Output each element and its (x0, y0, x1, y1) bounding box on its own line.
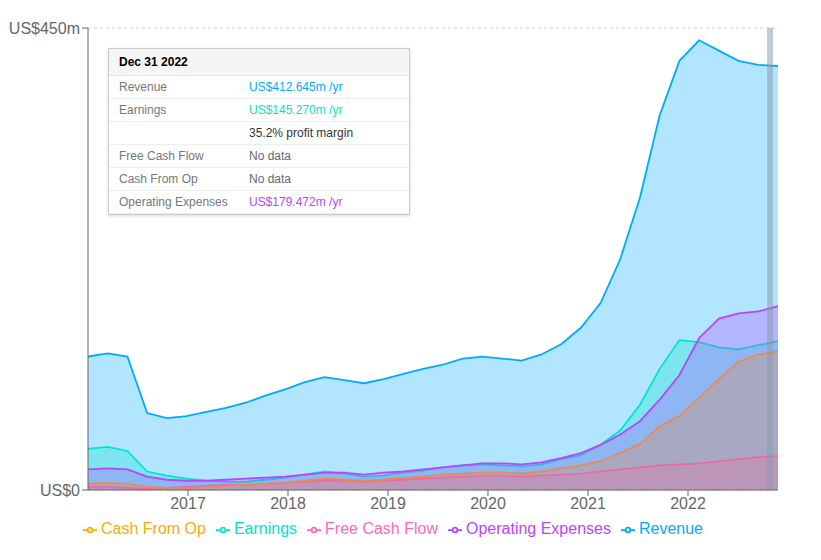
html-text:Dec 31 2022: Dec 31 2022 (119, 55, 188, 69)
svg-text:2022: 2022 (670, 495, 706, 512)
html-text:Earnings: Earnings (233, 520, 298, 537)
svg-text:US$0: US$0 (40, 482, 80, 499)
svg-text:US$450m: US$450m (9, 20, 80, 37)
html-text:Revenue: Revenue (639, 520, 703, 537)
html-text:Operating Expenses: Operating Expenses (119, 195, 228, 209)
svg-text:2021: 2021 (570, 495, 606, 512)
svg-text:2017: 2017 (170, 495, 206, 512)
html-text:Revenue: Revenue (119, 80, 167, 94)
html-text:US$145.270m /yr: US$145.270m /yr (249, 103, 343, 117)
html-text:US$412.645m /yr: US$412.645m /yr (249, 80, 343, 94)
html-text:Free Cash Flow: Free Cash Flow (119, 149, 204, 163)
html-text:Cash From Op: Cash From Op (101, 520, 206, 537)
svg-text:2020: 2020 (470, 495, 506, 512)
html-text:No data: No data (249, 149, 291, 163)
html-text:Earnings: Earnings (119, 103, 167, 117)
svg-text:2019: 2019 (370, 495, 406, 512)
html-text:US$179.472m /yr: US$179.472m /yr (249, 195, 343, 209)
html-text:No data: No data (249, 172, 291, 186)
html-text:35.2% profit margin: 35.2% profit margin (249, 126, 354, 140)
svg-text:2018: 2018 (270, 495, 306, 512)
html-text:Cash From Op: Cash From Op (119, 172, 198, 186)
html-text:Free Cash Flow: Free Cash Flow (325, 520, 438, 537)
html-text:Operating Expenses: Operating Expenses (466, 520, 611, 537)
